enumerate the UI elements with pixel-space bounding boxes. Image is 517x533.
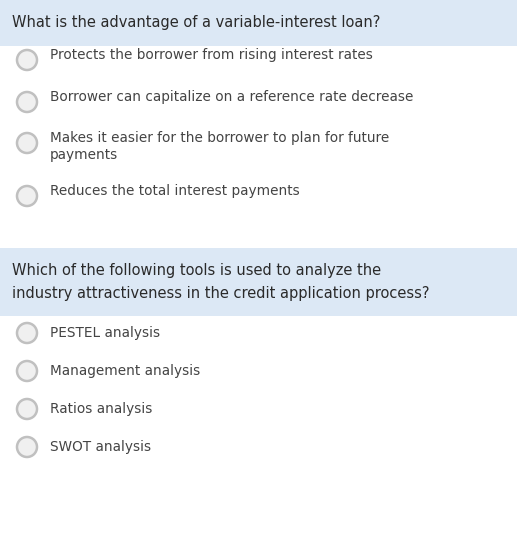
Circle shape xyxy=(17,361,37,381)
Text: Protects the borrower from rising interest rates: Protects the borrower from rising intere… xyxy=(50,48,373,62)
Text: Makes it easier for the borrower to plan for future: Makes it easier for the borrower to plan… xyxy=(50,131,389,145)
Text: SWOT analysis: SWOT analysis xyxy=(50,440,151,454)
Circle shape xyxy=(17,133,37,153)
Text: payments: payments xyxy=(50,148,118,162)
Circle shape xyxy=(17,92,37,112)
Text: Borrower can capitalize on a reference rate decrease: Borrower can capitalize on a reference r… xyxy=(50,90,414,104)
Circle shape xyxy=(17,50,37,70)
Text: Which of the following tools is used to analyze the
industry attractiveness in t: Which of the following tools is used to … xyxy=(12,263,430,301)
Circle shape xyxy=(17,186,37,206)
Text: Ratios analysis: Ratios analysis xyxy=(50,402,153,416)
Text: Management analysis: Management analysis xyxy=(50,364,200,378)
Circle shape xyxy=(17,437,37,457)
Text: What is the advantage of a variable-interest loan?: What is the advantage of a variable-inte… xyxy=(12,15,381,30)
Circle shape xyxy=(17,399,37,419)
FancyBboxPatch shape xyxy=(0,248,517,316)
FancyBboxPatch shape xyxy=(0,0,517,46)
Circle shape xyxy=(17,323,37,343)
Text: Reduces the total interest payments: Reduces the total interest payments xyxy=(50,184,300,198)
Text: PESTEL analysis: PESTEL analysis xyxy=(50,326,160,340)
